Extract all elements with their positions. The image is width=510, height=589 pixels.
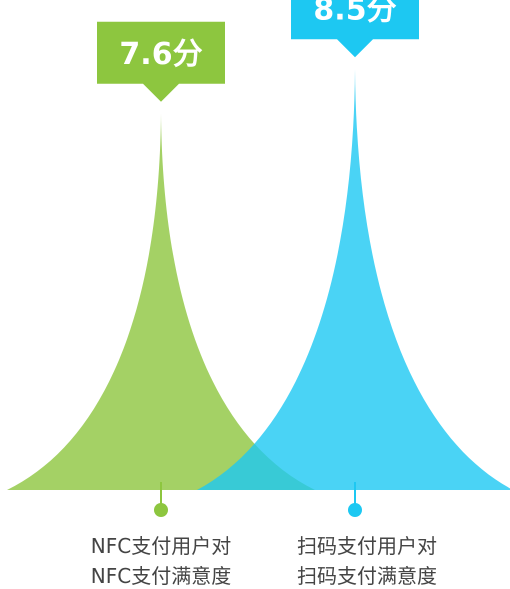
- base-marker-dot-1: [154, 503, 168, 517]
- value-label-1: 7.6分: [119, 37, 202, 72]
- bar-peak-2: [197, 69, 510, 490]
- value-callout-2: [291, 0, 419, 58]
- value-label-2: 8.5分: [313, 0, 396, 27]
- value-callout-1: [97, 21, 225, 102]
- category-label-2-line-2: 扫码支付满意度: [297, 564, 437, 588]
- bar-peak-1: [7, 113, 315, 491]
- category-label-1-line-2: NFC支付满意度: [91, 564, 231, 588]
- base-marker-dot-2: [348, 503, 362, 517]
- category-label-2-line-1: 扫码支付用户对: [297, 534, 437, 558]
- category-label-1-line-1: NFC支付用户对: [91, 534, 231, 558]
